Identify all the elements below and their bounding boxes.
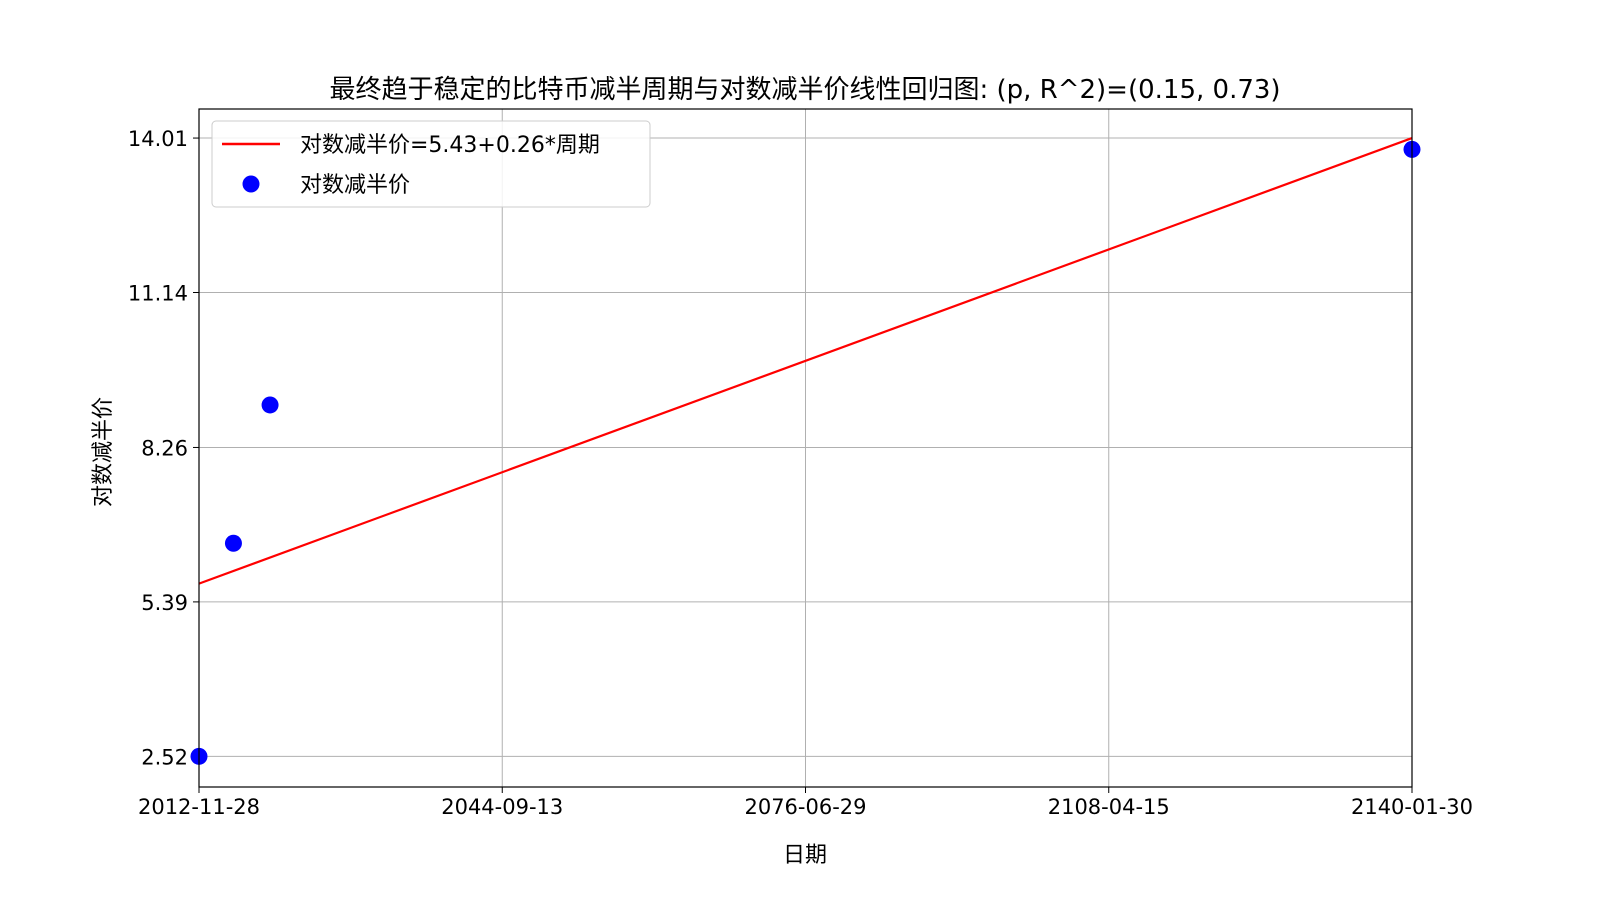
legend-entry-label: 对数减半价: [300, 173, 410, 198]
legend-marker-swatch: [242, 175, 260, 193]
x-ticks: 2012-11-28 2044-09-13 2076-06-29 2108-04-15…: [138, 787, 1473, 819]
y-ticks: 2.52 5.39 8.26 11.14 14.01: [128, 127, 199, 769]
x-axis-label: 日期: [783, 843, 827, 868]
x-tick-label: 2108-04-15: [1048, 795, 1170, 819]
scatter-point: [224, 534, 242, 552]
chart-title: 最终趋于稳定的比特币减半周期与对数减半价线性回归图: (p, R^2)=(0.1…: [329, 75, 1280, 105]
y-tick-label: 14.01: [128, 127, 188, 151]
x-tick-label: 2012-11-28: [138, 795, 260, 819]
scatter-point: [261, 396, 279, 414]
y-tick-label: 2.52: [141, 745, 188, 769]
regression-line: [198, 137, 1413, 585]
y-tick-label: 8.26: [141, 436, 188, 460]
grid: [198, 109, 1413, 787]
x-tick-label: 2140-01-30: [1351, 795, 1473, 819]
legend-entry-label: 对数减半价=5.43+0.26*周期: [300, 133, 600, 158]
x-tick-label: 2076-06-29: [744, 795, 866, 819]
plot-frame: [198, 108, 1413, 788]
y-tick-label: 11.14: [128, 281, 188, 305]
y-axis-label: 对数减半价: [91, 397, 116, 507]
x-tick-label: 2044-09-13: [441, 795, 563, 819]
legend-box: [211, 120, 651, 208]
y-tick-label: 5.39: [141, 591, 188, 615]
